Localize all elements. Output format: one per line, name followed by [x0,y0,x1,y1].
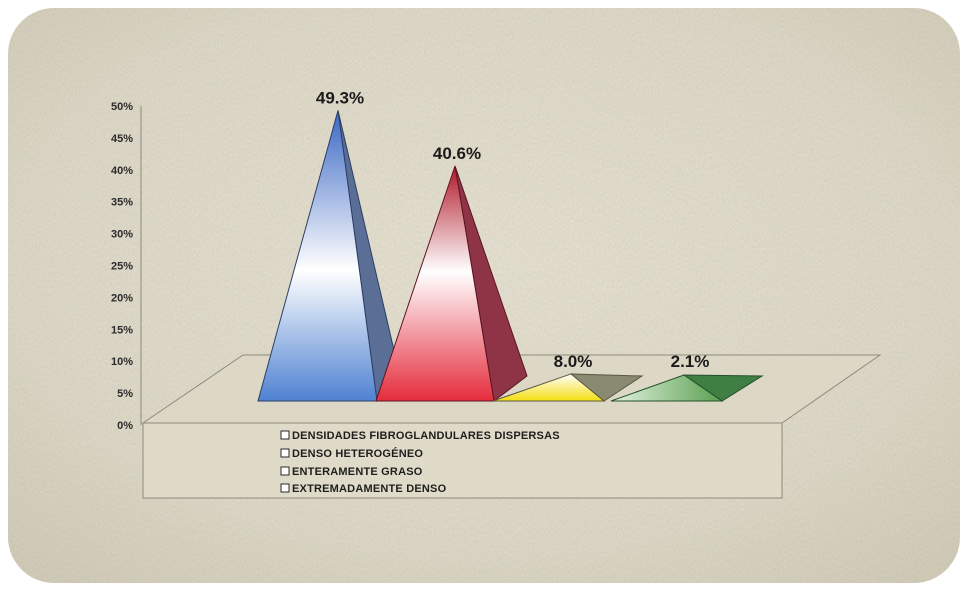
legend-swatch [281,431,289,439]
y-tick-label: 40% [111,165,133,177]
data-label: 49.3% [316,88,364,107]
legend-label: DENSIDADES FIBROGLANDULARES DISPERSAS [292,430,560,442]
data-label: 8.0% [554,352,593,371]
legend-item: EXTREMADAMENTE DENSO [281,483,447,495]
y-tick-label: 10% [111,356,133,368]
y-tick-label: 0% [117,420,133,432]
y-tick-label: 30% [111,229,133,241]
legend-label: EXTREMADAMENTE DENSO [292,483,447,495]
legend-item: DENSIDADES FIBROGLANDULARES DISPERSAS [281,430,560,442]
y-tick-label: 20% [111,292,133,304]
legend-label: DENSO HETEROGÉNEO [292,447,423,460]
data-label: 40.6% [433,144,481,163]
y-tick-label: 35% [111,197,133,209]
y-tick-label: 45% [111,133,133,145]
legend-swatch [281,449,289,457]
legend-label: ENTERAMENTE GRASO [292,466,423,478]
y-tick-label: 15% [111,324,133,336]
legend-item: DENSO HETEROGÉNEO [281,447,423,460]
legend-item: ENTERAMENTE GRASO [281,466,423,478]
y-tick-label: 25% [111,261,133,273]
legend-swatch [281,484,289,492]
y-tick-label: 5% [117,388,133,400]
y-tick-label: 50% [111,101,133,113]
data-label: 2.1% [671,352,710,371]
legend-swatch [281,467,289,475]
